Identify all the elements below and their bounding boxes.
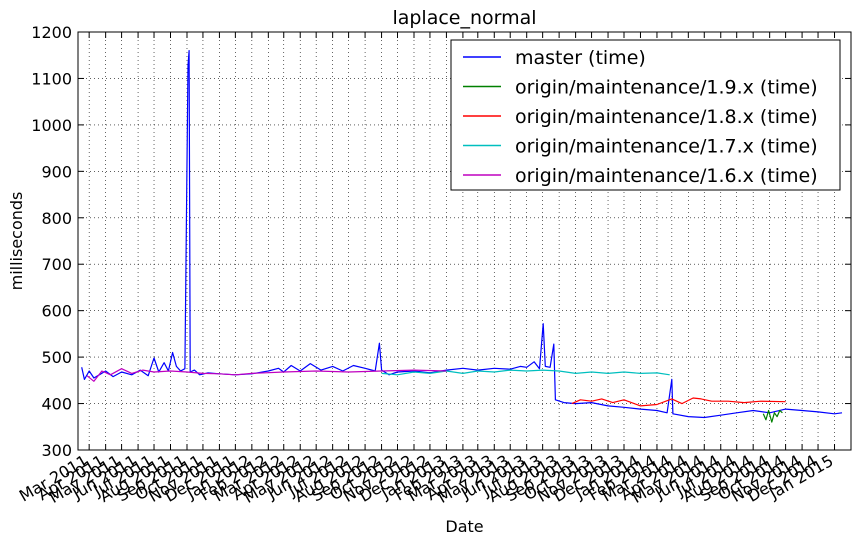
y-tick-label: 900 (41, 162, 72, 181)
legend-entry-4: origin/maintenance/1.7.x (time) (515, 136, 818, 158)
y-axis: 300 400 500 600 700 800 900 1000 1100 1200 (31, 23, 851, 460)
series-line-4 (381, 369, 670, 376)
plot-frame (77, 31, 852, 451)
y-tick-label: 300 (41, 441, 72, 460)
chart-title: laplace_normal (392, 7, 536, 29)
x-axis-label: Date (445, 517, 483, 536)
y-tick-label: 800 (41, 209, 72, 228)
series-line-5 (86, 368, 447, 382)
y-tick-label: 400 (41, 395, 72, 414)
y-tick-label: 700 (41, 255, 72, 274)
legend-entry-3: origin/maintenance/1.8.x (time) (515, 106, 818, 128)
series-line-1 (81, 50, 843, 419)
y-tick-label: 600 (41, 302, 72, 321)
y-tick-label: 500 (41, 348, 72, 367)
legend-entry-1: master (time) (515, 47, 646, 69)
y-tick-label: 1100 (31, 69, 72, 88)
legend: master (time) origin/maintenance/1.9.x (t… (450, 39, 841, 191)
y-tick-label: 1000 (31, 116, 72, 135)
legend-entry-2: origin/maintenance/1.9.x (time) (515, 77, 818, 99)
legend-entry-5: origin/maintenance/1.6.x (time) (515, 165, 818, 187)
y-axis-label: milliseconds (7, 192, 26, 291)
y-tick-label: 1200 (31, 23, 72, 42)
series-line-2 (762, 409, 783, 423)
legend-box (450, 39, 841, 191)
series-line-3 (571, 397, 786, 407)
series-layer (81, 50, 843, 423)
